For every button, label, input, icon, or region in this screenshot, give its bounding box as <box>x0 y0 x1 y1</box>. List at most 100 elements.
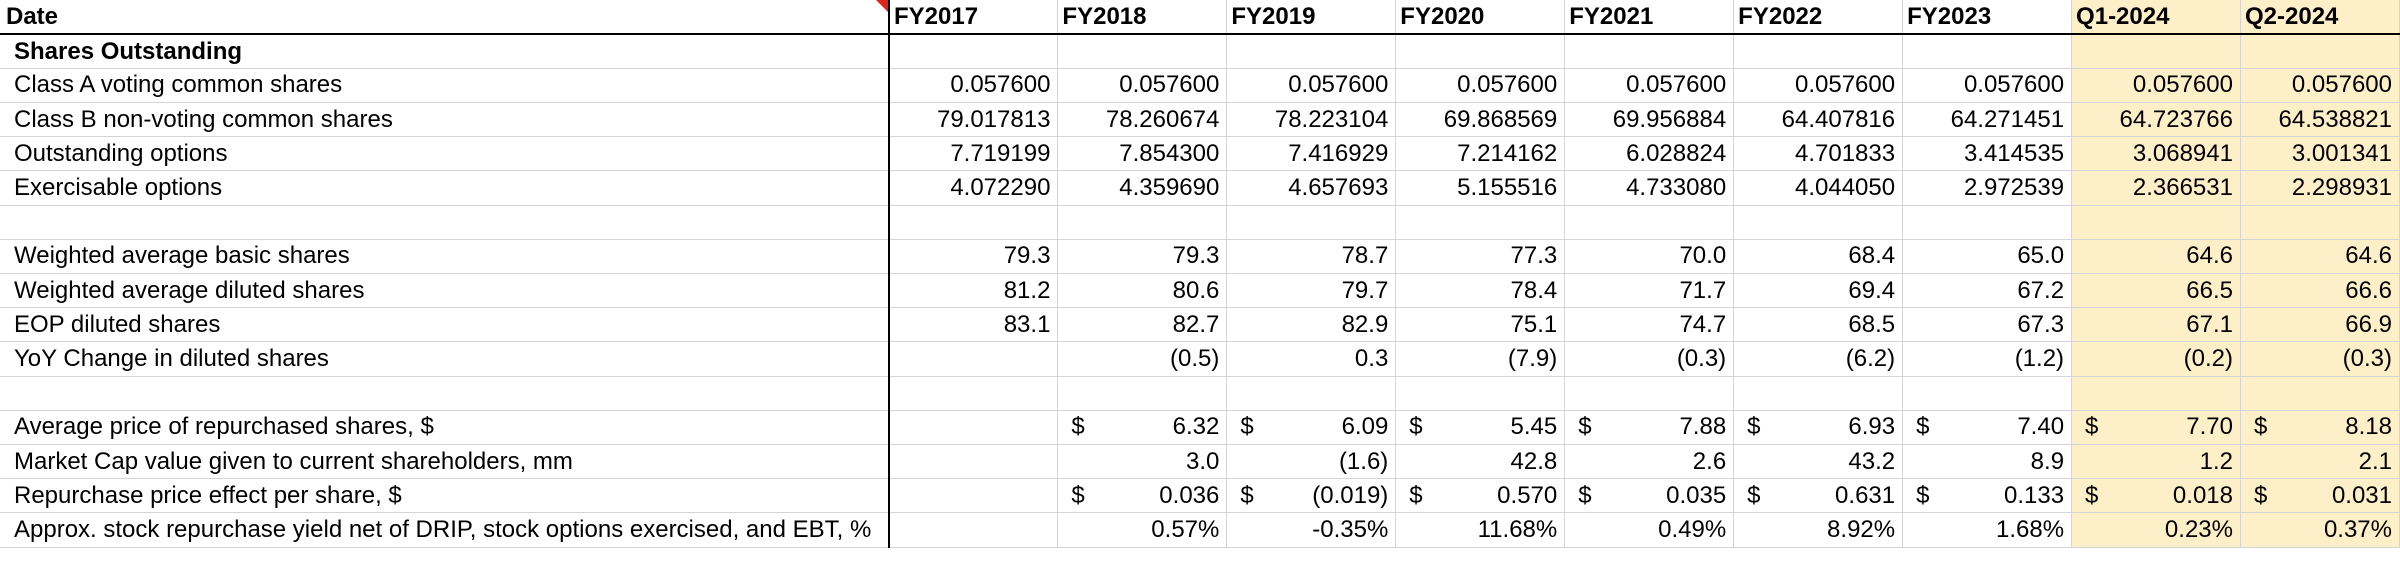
data-cell[interactable]: 64.271451 <box>1902 102 2073 138</box>
data-cell[interactable] <box>1226 205 1397 240</box>
data-cell[interactable]: $0.018 <box>2071 478 2241 514</box>
data-cell[interactable] <box>1902 34 2073 69</box>
data-cell[interactable]: 66.6 <box>2240 273 2400 309</box>
row-label-cell[interactable]: Market Cap value given to current shareh… <box>0 444 890 480</box>
data-cell[interactable]: $7.40 <box>1902 410 2073 445</box>
data-cell[interactable]: 0.57% <box>1057 512 1228 548</box>
row-label-cell[interactable]: Weighted average diluted shares <box>0 273 890 309</box>
data-cell[interactable] <box>2071 205 2241 240</box>
data-cell[interactable]: 64.6 <box>2240 239 2400 275</box>
data-cell[interactable]: $8.18 <box>2240 410 2400 445</box>
row-label-cell[interactable]: Approx. stock repurchase yield net of DR… <box>0 512 890 548</box>
row-label-cell[interactable]: Repurchase price effect per share, $ <box>0 478 890 514</box>
data-cell[interactable] <box>888 376 1059 411</box>
data-cell[interactable]: 0.23% <box>2071 512 2241 548</box>
data-cell[interactable] <box>888 205 1059 240</box>
data-cell[interactable]: 8.92% <box>1733 512 1904 548</box>
comment-indicator-icon[interactable] <box>875 0 887 12</box>
data-cell[interactable] <box>2071 376 2241 411</box>
data-cell[interactable] <box>888 410 1059 445</box>
data-cell[interactable]: 0.057600 <box>1564 68 1735 104</box>
header-cell-fy2019[interactable]: FY2019 <box>1226 0 1397 36</box>
data-cell[interactable]: $7.70 <box>2071 410 2241 445</box>
data-cell[interactable]: -0.35% <box>1226 512 1397 548</box>
header-cell-fy2023[interactable]: FY2023 <box>1902 0 2073 36</box>
row-label-cell[interactable]: Exercisable options <box>0 170 890 206</box>
data-cell[interactable]: 4.733080 <box>1564 170 1735 206</box>
data-cell[interactable]: 4.701833 <box>1733 136 1904 172</box>
data-cell[interactable]: (0.5) <box>1057 341 1228 377</box>
data-cell[interactable]: 67.2 <box>1902 273 2073 309</box>
data-cell[interactable] <box>1057 205 1228 240</box>
data-cell[interactable]: 64.407816 <box>1733 102 1904 138</box>
header-cell-fy2018[interactable]: FY2018 <box>1057 0 1228 36</box>
data-cell[interactable]: 79.3 <box>1057 239 1228 275</box>
data-cell[interactable]: 78.223104 <box>1226 102 1397 138</box>
data-cell[interactable]: 81.2 <box>888 273 1059 309</box>
data-cell[interactable]: (0.3) <box>1564 341 1735 377</box>
data-cell[interactable]: 7.719199 <box>888 136 1059 172</box>
header-cell-fy2022[interactable]: FY2022 <box>1733 0 1904 36</box>
data-cell[interactable]: 64.538821 <box>2240 102 2400 138</box>
data-cell[interactable]: 79.3 <box>888 239 1059 275</box>
data-cell[interactable]: 64.6 <box>2071 239 2241 275</box>
data-cell[interactable] <box>1395 376 1566 411</box>
data-cell[interactable] <box>888 341 1059 377</box>
data-cell[interactable]: 75.1 <box>1395 307 1566 343</box>
data-cell[interactable]: 78.7 <box>1226 239 1397 275</box>
data-cell[interactable]: 3.068941 <box>2071 136 2241 172</box>
data-cell[interactable] <box>2071 34 2241 69</box>
data-cell[interactable]: 43.2 <box>1733 444 1904 480</box>
data-cell[interactable]: $0.031 <box>2240 478 2400 514</box>
data-cell[interactable]: 3.414535 <box>1902 136 2073 172</box>
data-cell[interactable] <box>1733 34 1904 69</box>
header-cell-date[interactable]: Date <box>0 0 890 36</box>
data-cell[interactable]: 5.155516 <box>1395 170 1566 206</box>
data-cell[interactable]: 77.3 <box>1395 239 1566 275</box>
data-cell[interactable]: 2.6 <box>1564 444 1735 480</box>
row-label-cell[interactable]: Average price of repurchased shares, $ <box>0 410 890 445</box>
data-cell[interactable] <box>1057 34 1228 69</box>
data-cell[interactable] <box>1395 205 1566 240</box>
row-label-cell[interactable]: Shares Outstanding <box>0 34 890 69</box>
data-cell[interactable]: (0.3) <box>2240 341 2400 377</box>
data-cell[interactable]: $7.88 <box>1564 410 1735 445</box>
data-cell[interactable]: 11.68% <box>1395 512 1566 548</box>
data-cell[interactable]: 0.37% <box>2240 512 2400 548</box>
data-cell[interactable]: 83.1 <box>888 307 1059 343</box>
data-cell[interactable]: 0.3 <box>1226 341 1397 377</box>
data-cell[interactable] <box>1902 376 2073 411</box>
data-cell[interactable]: 79.7 <box>1226 273 1397 309</box>
row-label-cell[interactable]: Weighted average basic shares <box>0 239 890 275</box>
data-cell[interactable]: 4.044050 <box>1733 170 1904 206</box>
data-cell[interactable]: 7.854300 <box>1057 136 1228 172</box>
data-cell[interactable]: 0.057600 <box>2071 68 2241 104</box>
data-cell[interactable]: 4.359690 <box>1057 170 1228 206</box>
data-cell[interactable]: 66.9 <box>2240 307 2400 343</box>
data-cell[interactable] <box>1564 376 1735 411</box>
data-cell[interactable]: 0.057600 <box>1902 68 2073 104</box>
data-cell[interactable] <box>888 512 1059 548</box>
row-label-cell[interactable] <box>0 376 890 411</box>
data-cell[interactable]: 0.057600 <box>2240 68 2400 104</box>
data-cell[interactable]: 68.5 <box>1733 307 1904 343</box>
data-cell[interactable]: 80.6 <box>1057 273 1228 309</box>
row-label-cell[interactable]: YoY Change in diluted shares <box>0 341 890 377</box>
data-cell[interactable]: $6.09 <box>1226 410 1397 445</box>
data-cell[interactable] <box>1057 376 1228 411</box>
data-cell[interactable]: 42.8 <box>1395 444 1566 480</box>
data-cell[interactable]: 4.072290 <box>888 170 1059 206</box>
header-cell-q1-2024[interactable]: Q1-2024 <box>2071 0 2241 36</box>
data-cell[interactable] <box>888 34 1059 69</box>
data-cell[interactable]: 7.416929 <box>1226 136 1397 172</box>
data-cell[interactable]: 8.9 <box>1902 444 2073 480</box>
data-cell[interactable]: $6.93 <box>1733 410 1904 445</box>
data-cell[interactable]: 67.1 <box>2071 307 2241 343</box>
header-cell-fy2017[interactable]: FY2017 <box>888 0 1059 36</box>
data-cell[interactable]: 0.057600 <box>1395 68 1566 104</box>
data-cell[interactable]: $0.036 <box>1057 478 1228 514</box>
row-label-cell[interactable]: Class A voting common shares <box>0 68 890 104</box>
data-cell[interactable]: 78.4 <box>1395 273 1566 309</box>
data-cell[interactable]: 6.028824 <box>1564 136 1735 172</box>
data-cell[interactable]: 3.001341 <box>2240 136 2400 172</box>
